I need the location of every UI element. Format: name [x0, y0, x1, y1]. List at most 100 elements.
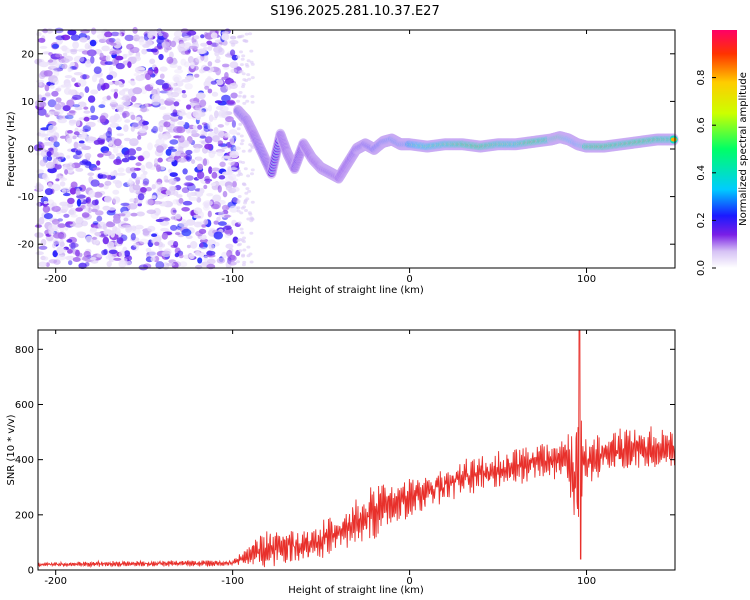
- spectrogram-noise-blob: [152, 126, 161, 132]
- spectrogram-noise-blob: [110, 42, 117, 46]
- spectrogram-noise-blob: [47, 167, 57, 174]
- spectrogram-noise-blob: [117, 106, 124, 113]
- colorbar: 0.0 0.2 0.4 0.6 0.8 Normalized spectral ampl…: [696, 30, 749, 276]
- spectrogram-noise-blob: [82, 128, 89, 132]
- spectrogram-noise-blob: [182, 168, 188, 175]
- spectrogram-noise-blob: [214, 50, 220, 57]
- spectrogram-noise-blob: [232, 236, 239, 244]
- spectrogram-noise-blob: [39, 101, 47, 108]
- spectrogram-noise-blob: [44, 188, 53, 196]
- spectrogram-noise-blob: [36, 31, 42, 37]
- spectrogram-noise-blob: [89, 257, 97, 261]
- spectrogram-noise-blob: [141, 48, 148, 55]
- spectrogram-noise-blob: [73, 72, 83, 76]
- spectrogram-noise-blob: [231, 178, 239, 182]
- spectrogram-noise-blob: [65, 221, 73, 225]
- spectrogram-noise-blob: [136, 146, 142, 152]
- spectrogram-noise-blob: [56, 208, 62, 215]
- spectrogram-noise-blob: [87, 95, 96, 103]
- spectrogram-noise-blob: [70, 49, 78, 55]
- spectrogram-noise-blob: [140, 104, 148, 113]
- spectrogram-noise-blob: [190, 241, 198, 249]
- spectrogram-noise-blob: [129, 198, 135, 203]
- spectrogram-noise-blob: [206, 40, 213, 45]
- spectrogram-noise-blob: [201, 224, 207, 228]
- spectrogram-noise-blob: [106, 174, 112, 180]
- spectrogram-noise-blob: [56, 158, 62, 165]
- spectrogram-noise-blob: [249, 231, 254, 235]
- spectrogram-noise-blob: [39, 159, 47, 167]
- spectrogram-noise-blob: [40, 238, 47, 246]
- spectrogram-noise-blob: [178, 197, 184, 204]
- spectrogram-noise-blob: [210, 80, 217, 85]
- spectrogram-noise-blob: [48, 230, 55, 236]
- spectrogram-noise-blob: [213, 220, 219, 225]
- spectrogram-noise-blob: [162, 114, 171, 121]
- spectrogram-noise-blob: [153, 66, 159, 74]
- spectrogram-noise-blob: [238, 242, 242, 246]
- spectrogram-noise-blob: [160, 227, 170, 232]
- spectrogram-noise-blob: [243, 201, 247, 205]
- spectrogram-noise-blob: [121, 210, 132, 218]
- spectrogram-noise-blob: [236, 132, 241, 136]
- spectrogram-noise-blob: [84, 86, 90, 93]
- spectrogram-noise-blob: [115, 180, 123, 189]
- spectrogram-noise-blob: [167, 158, 175, 163]
- spectrogram-noise-blob: [249, 260, 254, 264]
- spectrogram-noise-blob: [49, 135, 58, 143]
- spectrogram-x-label: Height of straight line (km): [288, 285, 424, 296]
- spectrogram-noise-blob: [215, 105, 224, 111]
- spectrogram-noise-blob: [195, 251, 201, 256]
- spectrogram-noise-blob: [121, 100, 131, 107]
- spectrogram-noise-blob: [74, 91, 79, 96]
- spectrogram-noise-blob: [159, 106, 167, 110]
- spectrogram-noise-blob: [239, 134, 244, 138]
- spectrogram-noise-blob: [250, 76, 255, 80]
- spectrogram-noise-blob: [240, 34, 245, 38]
- spectrogram-noise-blob: [99, 134, 107, 139]
- spectrogram-noise-blob: [129, 138, 139, 147]
- spectrogram-noise-blob: [212, 201, 221, 210]
- spectrogram-noise-blob: [46, 151, 52, 157]
- spectrogram-noise-blob: [206, 66, 215, 73]
- spectrogram-noise-blob: [138, 264, 149, 271]
- y-tick-label: 800: [15, 345, 34, 356]
- spectrogram-noise-blob: [215, 67, 222, 76]
- spectrogram-noise-blob: [128, 156, 136, 161]
- spectrogram-noise-blob: [242, 101, 247, 105]
- spectrogram-noise-blob: [224, 229, 231, 234]
- colorbar-tick-label: 0.2: [696, 212, 707, 228]
- spectrogram-noise-blob: [127, 183, 134, 188]
- spectrogram-noise-blob: [182, 36, 191, 41]
- spectrogram-noise-blob: [165, 189, 176, 196]
- spectrogram-noise-blob: [238, 91, 243, 94]
- spectrogram-noise-blob: [244, 191, 249, 195]
- spectrogram-noise-blob: [152, 125, 159, 134]
- spectrogram-noise-blob: [139, 238, 149, 245]
- spectrogram-noise-blob: [232, 180, 237, 188]
- spectrogram-noise-blob: [199, 187, 205, 194]
- spectrogram-noise-blob: [110, 31, 120, 37]
- spectrogram-noise-blob: [127, 148, 137, 156]
- spectrogram-noise-blob: [95, 74, 103, 78]
- spectrogram-noise-blob: [84, 152, 92, 159]
- spectrogram-noise-blob: [84, 205, 89, 213]
- spectrogram-noise-blob: [238, 70, 242, 74]
- spectrogram-noise-blob: [199, 135, 207, 139]
- spectrogram-noise-blob: [45, 161, 56, 169]
- spectrogram-noise-blob: [192, 125, 197, 129]
- spectrogram-noise-blob: [245, 99, 250, 103]
- spectrogram-noise-blob: [158, 125, 164, 133]
- spectrogram-noise-blob: [208, 244, 215, 250]
- spectrogram-noise-blob: [105, 55, 111, 62]
- spectrogram-noise-blob: [224, 120, 230, 126]
- spectrogram-noise-blob: [51, 43, 59, 49]
- spectrogram-noise-blob: [95, 29, 105, 34]
- spectrogram-noise-blob: [132, 122, 142, 129]
- spectrogram-noise-blob: [206, 193, 214, 197]
- spectrogram-noise-blob: [79, 160, 87, 166]
- spectrogram-noise-blob: [43, 200, 48, 205]
- spectrogram-noise-blob: [73, 131, 80, 136]
- spectrogram-noise-blob: [46, 155, 53, 162]
- spectrogram-noise-blob: [104, 195, 112, 203]
